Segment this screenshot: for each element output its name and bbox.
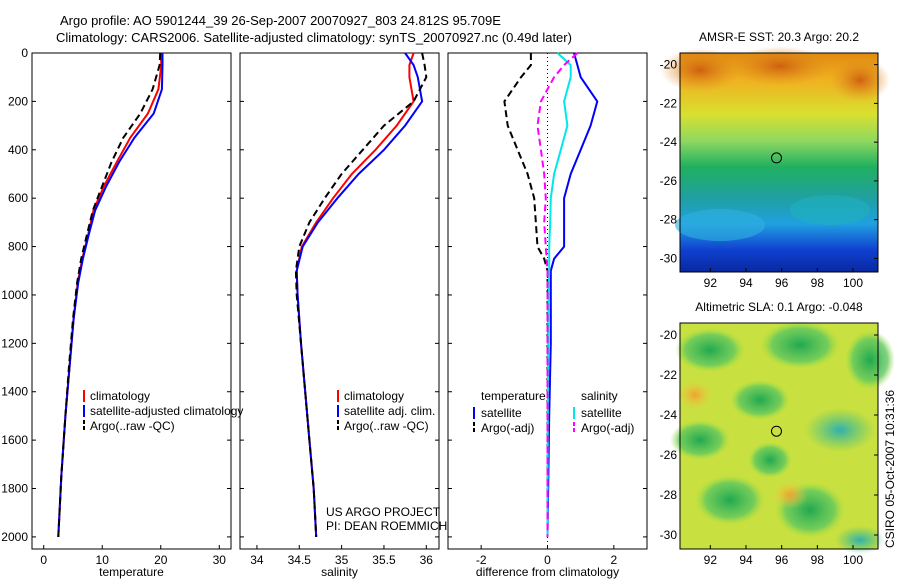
figure-title-line2: Climatology: CARS2006. Satellite-adjuste… <box>56 30 572 45</box>
legend-label-salinity-satellite: satellite <box>581 406 622 420</box>
map-y-tick-label: -20 <box>660 328 678 342</box>
x-tick-label: 20 <box>154 553 168 567</box>
series-line-argo-raw-qc <box>57 52 162 537</box>
map-x-tick-label: 100 <box>843 553 863 567</box>
y-tick-label: 0 <box>21 46 28 60</box>
legend-label-climatology: climatology <box>344 389 404 403</box>
float-position-marker <box>770 152 782 164</box>
y-tick-label: 2000 <box>1 530 28 544</box>
map-x-tick-label: 98 <box>811 553 825 567</box>
y-tick-label: 600 <box>8 191 28 205</box>
series-line-satellite-adj-clim <box>295 52 424 537</box>
x-tick-label: 0 <box>544 553 551 567</box>
legend-label-satellite-adj-clim: satellite adj. clim. <box>344 404 435 418</box>
x-tick-label: -2 <box>476 553 487 567</box>
x-tick-label: 34.5 <box>288 553 312 567</box>
map-x-tick-label: 98 <box>811 276 825 290</box>
y-tick-label: 1800 <box>1 482 28 496</box>
series-line-argo-raw-qc <box>294 52 428 537</box>
map-title-1: AMSR-E SST: 20.3 Argo: 20.2 <box>699 30 859 44</box>
map-x-tick-label: 100 <box>843 276 863 290</box>
map-x-tick-label: 92 <box>704 276 718 290</box>
series-line-satellite-adjusted-climatology <box>57 53 164 537</box>
x-axis-label-difference-from-climatology: difference from climatology <box>476 565 619 579</box>
x-axis-label-temperature: temperature <box>99 565 164 579</box>
legend-heading-temperature: temperature <box>481 389 546 403</box>
project-annotation-line: PI: DEAN ROEMMICH <box>326 519 447 533</box>
x-tick-label: 30 <box>213 553 227 567</box>
y-tick-label: 200 <box>8 94 28 108</box>
map-x-tick-label: 92 <box>704 553 718 567</box>
legend-label-temperature-argo-adj: Argo(-adj) <box>481 421 534 435</box>
y-tick-label: 1400 <box>1 385 28 399</box>
series-line-temperature-satellite <box>546 52 599 537</box>
map-y-tick-label: -30 <box>660 251 678 265</box>
y-tick-label: 800 <box>8 240 28 254</box>
float-position-marker <box>770 425 782 437</box>
map-y-tick-label: -22 <box>660 368 678 382</box>
x-tick-label: 34 <box>250 553 264 567</box>
y-tick-label: 1200 <box>1 336 28 350</box>
y-tick-label: 1000 <box>1 288 28 302</box>
map-y-tick-label: -24 <box>660 408 678 422</box>
project-annotation-line: US ARGO PROJECT <box>326 505 441 519</box>
map-title-2: Altimetric SLA: 0.1 Argo: -0.048 <box>695 300 863 314</box>
map-y-tick-label: -20 <box>660 58 678 72</box>
x-tick-label: 2 <box>610 553 617 567</box>
map-panel-1-frame <box>679 52 879 273</box>
legend-label-temperature-satellite: satellite <box>481 406 522 420</box>
sst-map-image <box>660 46 890 272</box>
y-tick-label: 400 <box>8 143 28 157</box>
map-y-tick-label: -26 <box>660 174 678 188</box>
map-x-tick-label: 94 <box>739 276 753 290</box>
map-y-tick-label: -28 <box>660 213 678 227</box>
map-y-tick-label: -26 <box>660 448 678 462</box>
legend-label-argo-raw-qc: Argo(..raw -QC) <box>90 419 175 433</box>
profile-panel-1-frame <box>31 52 232 550</box>
series-line-temperature-argo-adj <box>503 53 549 537</box>
map-x-tick-label: 96 <box>775 553 789 567</box>
legend-label-climatology: climatology <box>90 389 150 403</box>
legend-heading-salinity: salinity <box>581 389 618 403</box>
map-y-tick-label: -28 <box>660 488 678 502</box>
series-line-climatology <box>57 52 163 537</box>
series-line-climatology <box>295 52 415 537</box>
x-tick-label: 10 <box>96 553 110 567</box>
sla-map-image <box>670 321 895 554</box>
x-tick-label: 35 <box>335 553 349 567</box>
series-line-salinity-argo-adj <box>536 52 579 537</box>
map-x-tick-label: 94 <box>739 553 753 567</box>
x-axis-label-salinity: salinity <box>321 565 358 579</box>
y-tick-label: 1600 <box>1 433 28 447</box>
figure-title-line1: Argo profile: AO 5901244_39 26-Sep-2007 … <box>60 13 501 28</box>
x-tick-label: 0 <box>40 553 47 567</box>
x-tick-label: 36 <box>420 553 434 567</box>
legend-label-argo-raw-qc: Argo(..raw -QC) <box>344 419 429 433</box>
legend-label-satellite-adjusted-climatology: satellite-adjusted climatology <box>90 404 243 418</box>
x-tick-label: 35.5 <box>372 553 396 567</box>
legend-label-salinity-argo-adj: Argo(-adj) <box>581 421 634 435</box>
map-y-tick-label: -22 <box>660 96 678 110</box>
map-panel-2-frame <box>679 322 879 550</box>
profile-panel-2-frame <box>239 52 440 550</box>
side-stamp: CSIRO 05-Oct-2007 10:31:36 <box>883 390 897 548</box>
map-x-tick-label: 96 <box>775 276 789 290</box>
map-y-tick-label: -30 <box>660 528 678 542</box>
map-y-tick-label: -24 <box>660 135 678 149</box>
